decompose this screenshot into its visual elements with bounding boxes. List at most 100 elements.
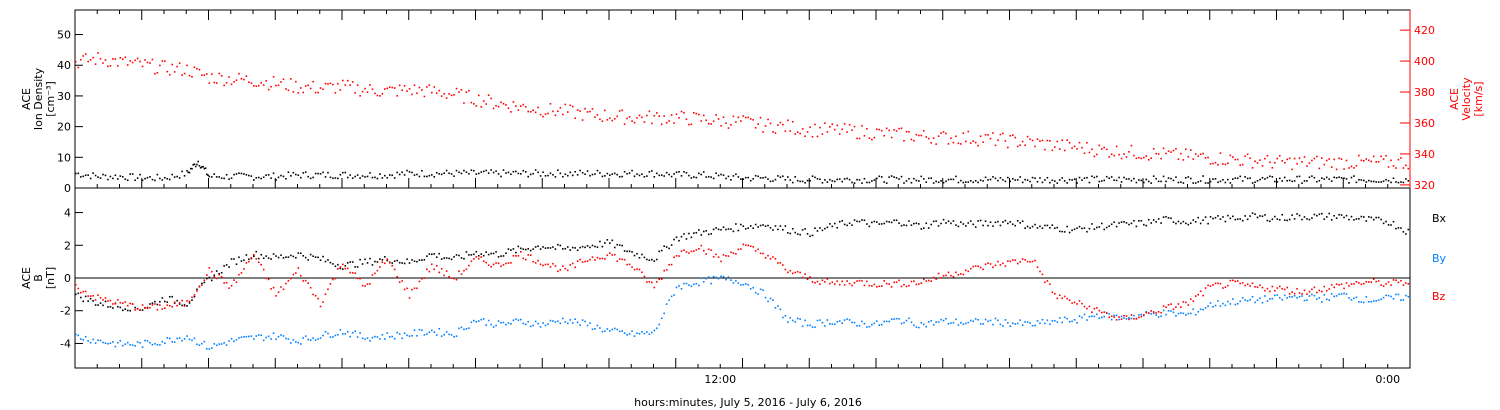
- data-point: [534, 169, 537, 171]
- data-point: [871, 323, 873, 326]
- data-point: [1041, 181, 1044, 184]
- data-point: [297, 252, 300, 254]
- data-point: [843, 319, 846, 321]
- data-point: [947, 220, 950, 223]
- data-point: [693, 232, 695, 234]
- data-point: [868, 181, 871, 184]
- data-point: [668, 263, 670, 266]
- data-point: [413, 329, 416, 332]
- data-point: [1130, 314, 1133, 316]
- data-point: [114, 302, 117, 305]
- data-point: [829, 178, 831, 181]
- data-point: [1338, 283, 1340, 286]
- right-y-axis-label: ACE: [1448, 88, 1461, 110]
- data-point: [171, 63, 174, 66]
- data-point: [480, 318, 483, 321]
- data-point: [314, 91, 317, 94]
- data-point: [1123, 317, 1125, 320]
- data-point: [589, 322, 591, 324]
- data-point: [463, 102, 465, 104]
- data-point: [1185, 301, 1187, 304]
- data-point: [1135, 157, 1138, 160]
- data-point: [505, 323, 507, 326]
- data-point: [974, 265, 977, 267]
- data-point: [811, 234, 814, 237]
- data-point: [537, 171, 539, 174]
- data-point: [438, 327, 441, 330]
- data-point: [653, 286, 656, 289]
- data-point: [507, 107, 510, 109]
- data-point: [393, 260, 396, 262]
- data-point: [505, 104, 507, 106]
- data-point: [379, 95, 381, 97]
- data-point: [930, 280, 932, 283]
- data-point: [386, 258, 389, 260]
- data-point: [527, 110, 530, 113]
- data-point: [717, 118, 720, 120]
- data-point: [1330, 284, 1333, 286]
- data-point: [1036, 138, 1039, 140]
- data-point: [384, 174, 386, 177]
- data-point: [569, 319, 572, 321]
- y-tick-label: 0: [64, 182, 71, 195]
- data-point: [1244, 176, 1246, 178]
- data-point: [129, 344, 131, 346]
- data-point: [354, 92, 356, 94]
- data-point: [982, 180, 984, 182]
- data-point: [1016, 145, 1019, 148]
- data-point: [757, 226, 759, 228]
- y-tick-label: 30: [57, 90, 71, 103]
- data-point: [423, 175, 426, 178]
- data-point: [178, 337, 181, 339]
- data-point: [767, 300, 769, 303]
- data-point: [413, 260, 416, 263]
- data-point: [248, 81, 250, 84]
- data-point: [89, 295, 92, 297]
- data-point: [312, 255, 314, 257]
- data-point: [1138, 314, 1140, 316]
- data-point: [201, 166, 203, 168]
- data-point: [1363, 216, 1365, 218]
- data-point: [1301, 295, 1303, 297]
- data-point: [173, 176, 176, 178]
- data-point: [547, 174, 549, 177]
- data-point: [764, 176, 767, 179]
- data-point: [942, 218, 945, 221]
- data-point: [327, 259, 329, 261]
- data-point: [112, 341, 114, 343]
- data-point: [188, 300, 191, 303]
- data-point: [955, 271, 957, 274]
- data-point: [1004, 180, 1007, 183]
- data-point: [621, 330, 623, 332]
- data-point: [1110, 315, 1113, 317]
- data-point: [997, 179, 999, 182]
- data-point: [787, 232, 789, 234]
- data-point: [1350, 298, 1353, 301]
- data-point: [1271, 175, 1274, 178]
- data-point: [235, 338, 238, 341]
- data-point: [191, 339, 193, 342]
- data-point: [559, 322, 562, 325]
- data-point: [955, 175, 957, 178]
- data-point: [344, 265, 347, 267]
- data-point: [495, 251, 497, 253]
- data-point: [579, 246, 581, 249]
- data-point: [1120, 318, 1123, 321]
- data-point: [930, 141, 932, 144]
- data-point: [210, 347, 213, 349]
- data-point: [856, 280, 858, 282]
- data-point: [846, 131, 848, 133]
- data-point: [698, 172, 700, 175]
- data-point: [1375, 216, 1377, 219]
- data-point: [1350, 215, 1353, 218]
- data-point: [1261, 301, 1264, 304]
- data-point: [705, 253, 708, 255]
- data-point: [351, 177, 354, 179]
- data-point: [774, 257, 777, 260]
- data-point: [1041, 318, 1044, 321]
- data-point: [198, 286, 201, 288]
- data-point: [1066, 139, 1068, 141]
- data-point: [1407, 295, 1410, 298]
- data-point: [1170, 303, 1172, 305]
- data-point: [1110, 318, 1113, 321]
